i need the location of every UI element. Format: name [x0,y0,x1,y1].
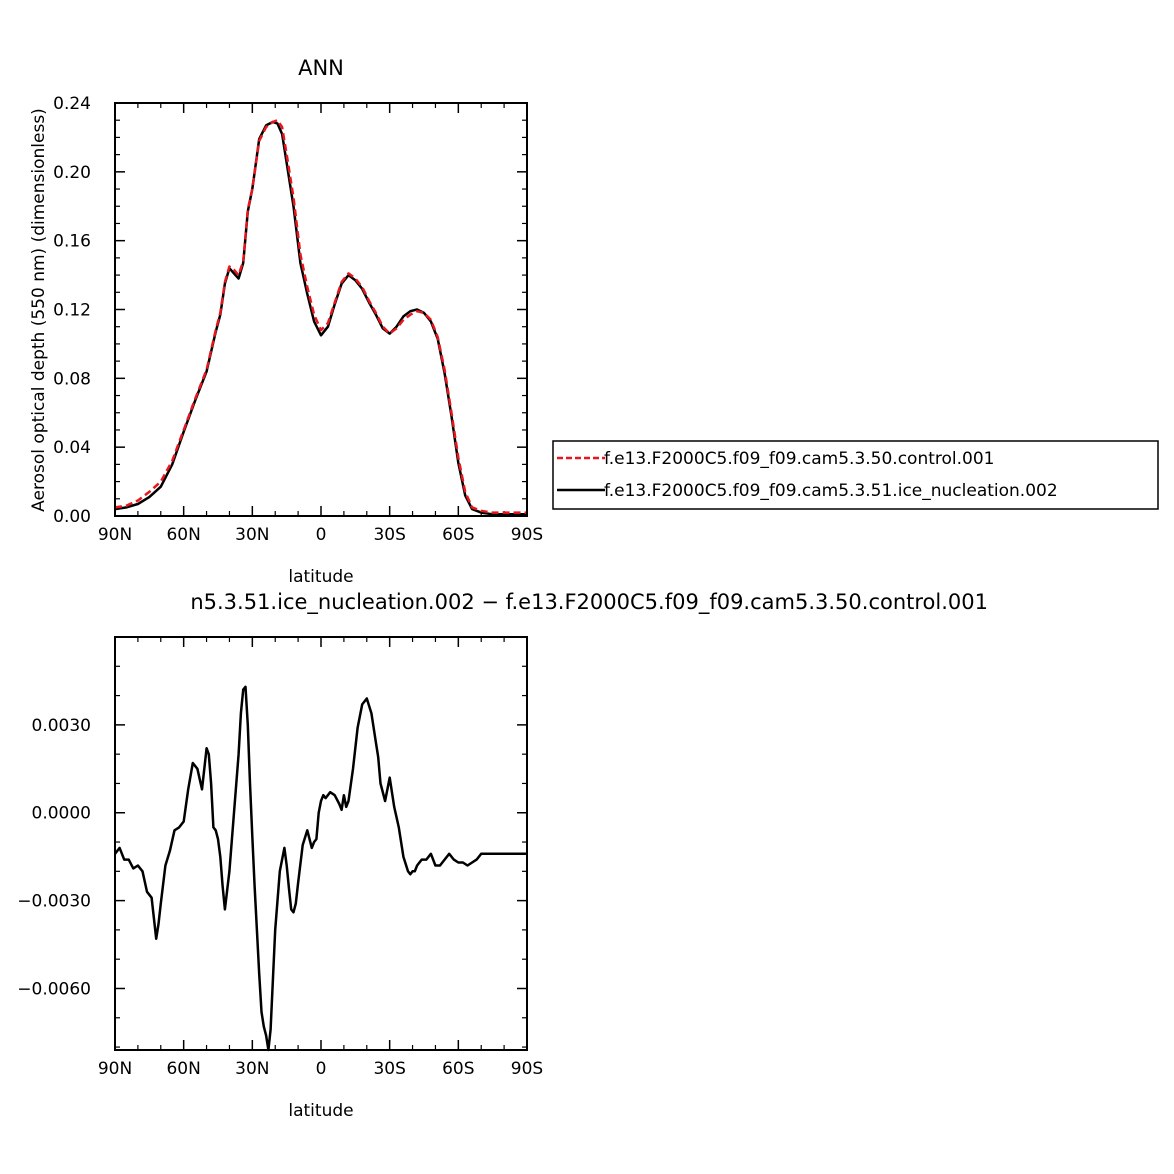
legend: f.e13.F2000C5.f09_f09.cam5.3.50.control.… [552,440,1159,510]
bottom-xtick-label: 60N [166,1059,200,1079]
top-panel: ANN 90N 60N 30N 0 30S 60S 90S 0.00 0.04 0.08 0.12 0… [29,56,543,587]
top-xtick-label: 0 [316,525,327,545]
bottom-panel-series [114,685,527,1052]
top-xtick-label: 30S [373,525,405,545]
top-ytick-label: 0.24 [53,94,91,114]
legend-frame [552,440,1159,510]
top-xtick-label: 90N [98,525,132,545]
top-ytick-label: 0.12 [53,301,91,321]
top-ytick-label: 0.20 [53,163,91,183]
top-panel-ticks: 90N 60N 30N 0 30S 60S 90S 0.00 0.04 0.08 0.12 0.16 0… [53,94,543,545]
top-panel-title: ANN [298,56,344,80]
bottom-xtick-label: 30S [373,1059,405,1079]
top-panel-xlabel: latitude [288,567,353,587]
bottom-panel-ticks: 90N 60N 30N 0 30S 60S 90S −0.0060 −0.0030 0.0000 0… [17,637,543,1079]
top-xtick-label: 90S [511,525,543,545]
top-xtick-label: 30N [235,525,269,545]
top-panel-series [114,118,527,516]
bottom-xtick-label: 60S [442,1059,474,1079]
bottom-ytick-label: 0.0000 [32,804,91,824]
top-ytick-label: 0.16 [53,232,91,252]
top-panel-ylabel: Aerosol optical depth (550 nm) (dimensio… [29,108,49,512]
bottom-xtick-label: 0 [316,1059,327,1079]
bottom-xtick-label: 90S [511,1059,543,1079]
top-ytick-label: 0.00 [53,507,91,527]
bottom-panel-frame [114,636,528,1051]
bottom-ytick-label: 0.0030 [32,716,91,736]
legend-label-control: f.e13.F2000C5.f09_f09.cam5.3.50.control.… [604,449,995,469]
bottom-series-line-0 [114,685,527,1052]
top-series-line-1 [114,120,527,516]
legend-label-ice-nucleation: f.e13.F2000C5.f09_f09.cam5.3.51.ice_nucl… [604,481,1058,501]
bottom-ytick-label: −0.0060 [17,979,91,999]
bottom-panel-xlabel: latitude [288,1101,353,1121]
top-ytick-label: 0.04 [53,438,91,458]
bottom-panel: n5.3.51.ice_nucleation.002 − f.e13.F2000… [17,590,988,1121]
top-series-line-0 [114,118,527,514]
bottom-panel-title: n5.3.51.ice_nucleation.002 − f.e13.F2000… [190,590,988,615]
bottom-xtick-label: 90N [98,1059,132,1079]
top-xtick-label: 60S [442,525,474,545]
top-ytick-label: 0.08 [53,369,91,389]
bottom-ytick-label: −0.0030 [17,892,91,912]
bottom-xtick-label: 30N [235,1059,269,1079]
top-panel-frame [114,102,528,517]
top-xtick-label: 60N [166,525,200,545]
